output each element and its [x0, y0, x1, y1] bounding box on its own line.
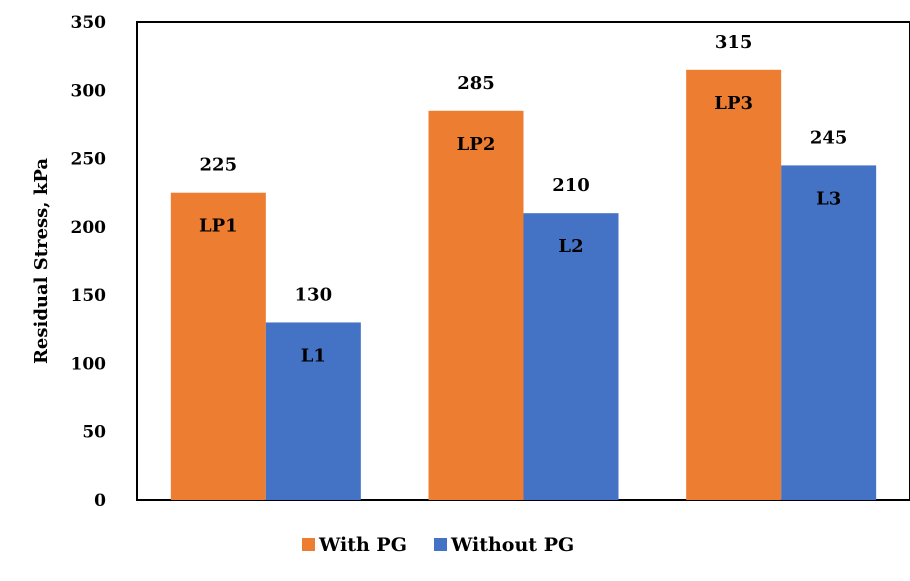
bar-name-label: L3	[816, 188, 841, 209]
bar-lp1	[170, 192, 266, 500]
y-tick-label: 100	[71, 354, 107, 374]
bars	[170, 69, 877, 501]
y-tick-label: 200	[71, 218, 107, 238]
bar-name-label: LP2	[457, 134, 496, 155]
y-tick-label: 50	[82, 423, 106, 443]
bar-lp3	[686, 69, 782, 501]
bar-name-label: L1	[301, 345, 326, 366]
data-value-label: 315	[715, 32, 753, 53]
y-tick-label: 250	[71, 150, 107, 170]
bar-lp2	[428, 110, 524, 501]
bar-l3	[781, 165, 877, 500]
y-tick-label: 350	[71, 13, 107, 33]
legend-swatch	[302, 538, 315, 551]
data-value-label: 130	[295, 284, 333, 305]
data-value-label: 245	[810, 127, 848, 148]
bar-name-label: L2	[558, 236, 583, 257]
data-value-label: 225	[200, 155, 238, 176]
legend: With PG Without PG	[302, 534, 574, 556]
data-value-label: 285	[457, 73, 495, 94]
bar-name-label: LP1	[199, 216, 238, 237]
legend-label: With PG	[318, 534, 407, 556]
bar-name-label: LP3	[714, 93, 753, 114]
y-tick-label: 0	[94, 491, 106, 511]
bar-labels: 225 LP1 130 L1 285 LP2 210 L2 315 LP3 245 L3	[199, 32, 847, 367]
bar-l2	[523, 213, 619, 500]
data-value-label: 210	[552, 175, 590, 196]
y-tick-label: 150	[71, 286, 107, 306]
y-tick-label: 300	[71, 81, 107, 101]
y-axis-ticks: 0 50 100 150 200 250 300 350	[71, 13, 107, 511]
legend-swatch	[434, 538, 447, 551]
bar-l1	[265, 322, 361, 500]
legend-label: Without PG	[450, 534, 574, 556]
y-axis-title: Residual Stress, kPa	[31, 158, 52, 364]
